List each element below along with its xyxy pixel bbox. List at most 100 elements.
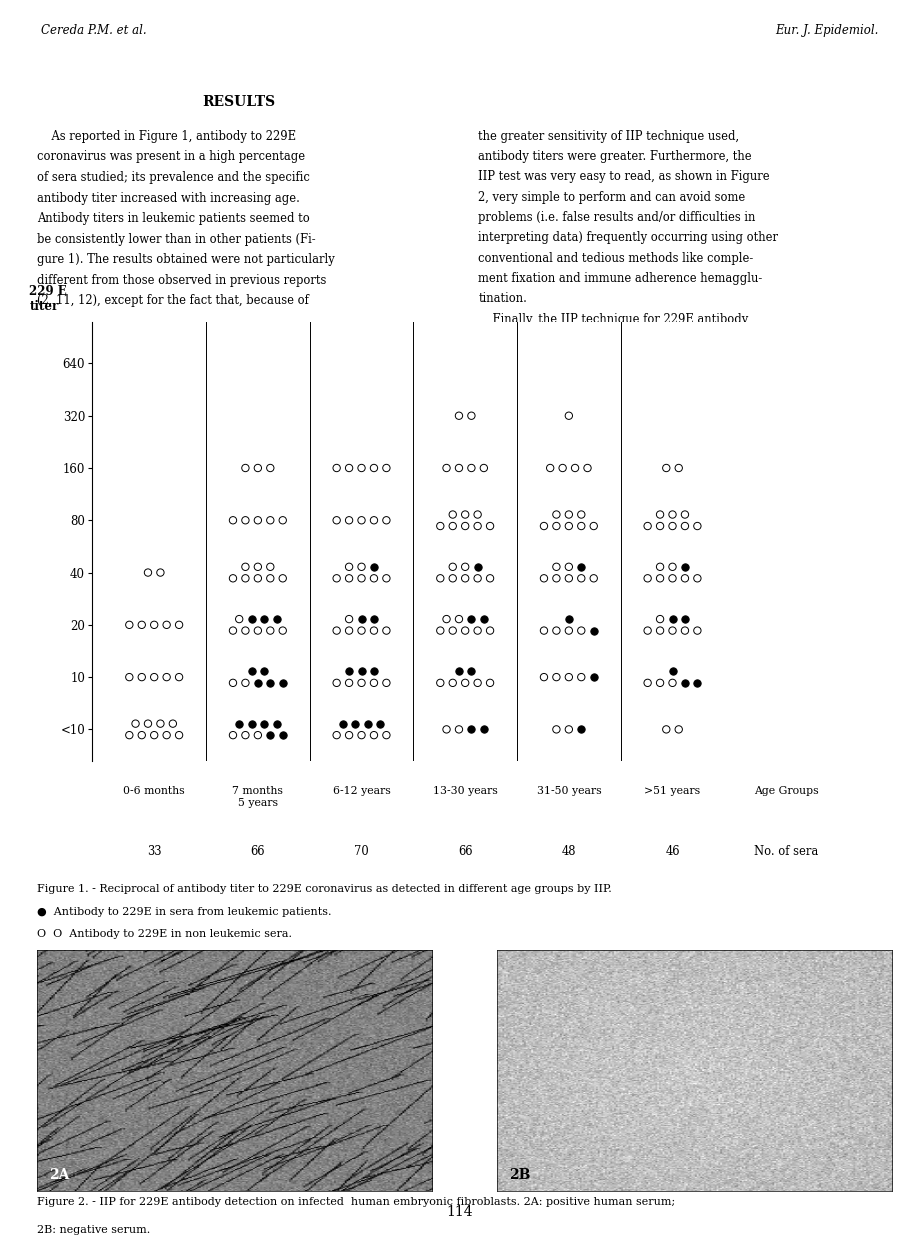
Point <box>677 621 692 641</box>
Point <box>555 458 570 477</box>
Point <box>664 621 679 641</box>
Point <box>379 511 393 531</box>
Point <box>652 569 666 589</box>
Point <box>451 406 466 426</box>
Point <box>458 557 472 576</box>
Point <box>573 516 588 536</box>
Point <box>561 557 575 576</box>
Point <box>147 667 162 687</box>
Point <box>153 714 167 734</box>
Text: 66: 66 <box>250 845 265 858</box>
Point <box>341 662 356 682</box>
Point <box>159 615 174 635</box>
Text: Eur. J. Epidemiol.: Eur. J. Epidemiol. <box>775 24 878 37</box>
Point <box>561 720 575 740</box>
Point <box>476 458 491 477</box>
Text: Cereda P.M. et al.: Cereda P.M. et al. <box>41 24 147 37</box>
Point <box>153 563 167 583</box>
Point <box>640 516 654 536</box>
Point <box>585 569 600 589</box>
Point <box>433 673 448 693</box>
Point <box>451 458 466 477</box>
Text: IIP test was very easy to read, as shown in Figure: IIP test was very easy to read, as shown… <box>478 171 769 183</box>
Point <box>652 673 666 693</box>
Point <box>470 569 484 589</box>
Point <box>379 621 393 641</box>
Point <box>438 720 453 740</box>
Point <box>354 511 369 531</box>
Point <box>250 569 265 589</box>
Point <box>122 667 137 687</box>
Point <box>263 621 278 641</box>
Point <box>366 609 380 628</box>
Point <box>573 621 588 641</box>
Point <box>159 725 174 745</box>
Point <box>329 725 344 745</box>
Point <box>250 458 265 477</box>
Point <box>536 516 550 536</box>
Point <box>664 609 679 628</box>
Point <box>232 714 246 734</box>
Point <box>658 720 673 740</box>
Point <box>445 621 460 641</box>
Text: (2, 11, 12), except for the fact that, because of: (2, 11, 12), except for the fact that, b… <box>37 294 309 307</box>
Point <box>561 667 575 687</box>
Point <box>366 458 380 477</box>
Point <box>689 673 704 693</box>
Point <box>664 662 679 682</box>
Point <box>269 609 284 628</box>
Point <box>250 511 265 531</box>
Point <box>458 569 472 589</box>
Point <box>671 720 686 740</box>
Point <box>366 725 380 745</box>
Point <box>458 505 472 524</box>
Text: 46: 46 <box>664 845 679 858</box>
Point <box>664 557 679 576</box>
Point <box>379 673 393 693</box>
Point <box>354 662 369 682</box>
Text: 2A: 2A <box>49 1168 69 1181</box>
Point <box>549 667 563 687</box>
Point <box>573 557 588 576</box>
Point <box>445 673 460 693</box>
Point <box>122 615 137 635</box>
Point <box>341 557 356 576</box>
Point <box>561 609 575 628</box>
Text: Figure 1. - Reciprocal of antibody titer to 229E coronavirus as detected in diff: Figure 1. - Reciprocal of antibody titer… <box>37 884 611 894</box>
Text: 70: 70 <box>354 845 369 858</box>
Text: O  O  Antibody to 229E in non leukemic sera.: O O Antibody to 229E in non leukemic ser… <box>37 929 291 939</box>
Point <box>549 516 563 536</box>
Point <box>250 621 265 641</box>
Point <box>263 569 278 589</box>
Text: Finally, the IIP technique for 229E antibody: Finally, the IIP technique for 229E anti… <box>478 313 748 325</box>
Point <box>147 725 162 745</box>
Point <box>482 673 497 693</box>
Text: antibody titer increased with increasing age.: antibody titer increased with increasing… <box>37 192 300 204</box>
Point <box>689 569 704 589</box>
Point <box>664 569 679 589</box>
Text: RESULTS: RESULTS <box>202 95 276 109</box>
Point <box>238 557 253 576</box>
Point <box>275 725 289 745</box>
Point <box>366 673 380 693</box>
Point <box>354 557 369 576</box>
Point <box>567 458 582 477</box>
Point <box>677 569 692 589</box>
Point <box>536 569 550 589</box>
Point <box>366 557 380 576</box>
Point <box>640 673 654 693</box>
Text: the greater sensitivity of IIP technique used,: the greater sensitivity of IIP technique… <box>478 130 739 143</box>
Point <box>275 511 289 531</box>
Text: 2B: negative serum.: 2B: negative serum. <box>37 1225 150 1235</box>
Point <box>561 621 575 641</box>
Point <box>549 569 563 589</box>
Text: detection had other advantages: it allowed: detection had other advantages: it allow… <box>478 333 729 346</box>
Point <box>244 609 259 628</box>
Text: antibody titers were greater. Furthermore, the: antibody titers were greater. Furthermor… <box>478 150 751 163</box>
Point <box>341 725 356 745</box>
Point <box>677 673 692 693</box>
Point <box>640 569 654 589</box>
Text: coronavirus was present in a high percentage: coronavirus was present in a high percen… <box>37 151 304 163</box>
Point <box>134 725 149 745</box>
Point <box>238 511 253 531</box>
